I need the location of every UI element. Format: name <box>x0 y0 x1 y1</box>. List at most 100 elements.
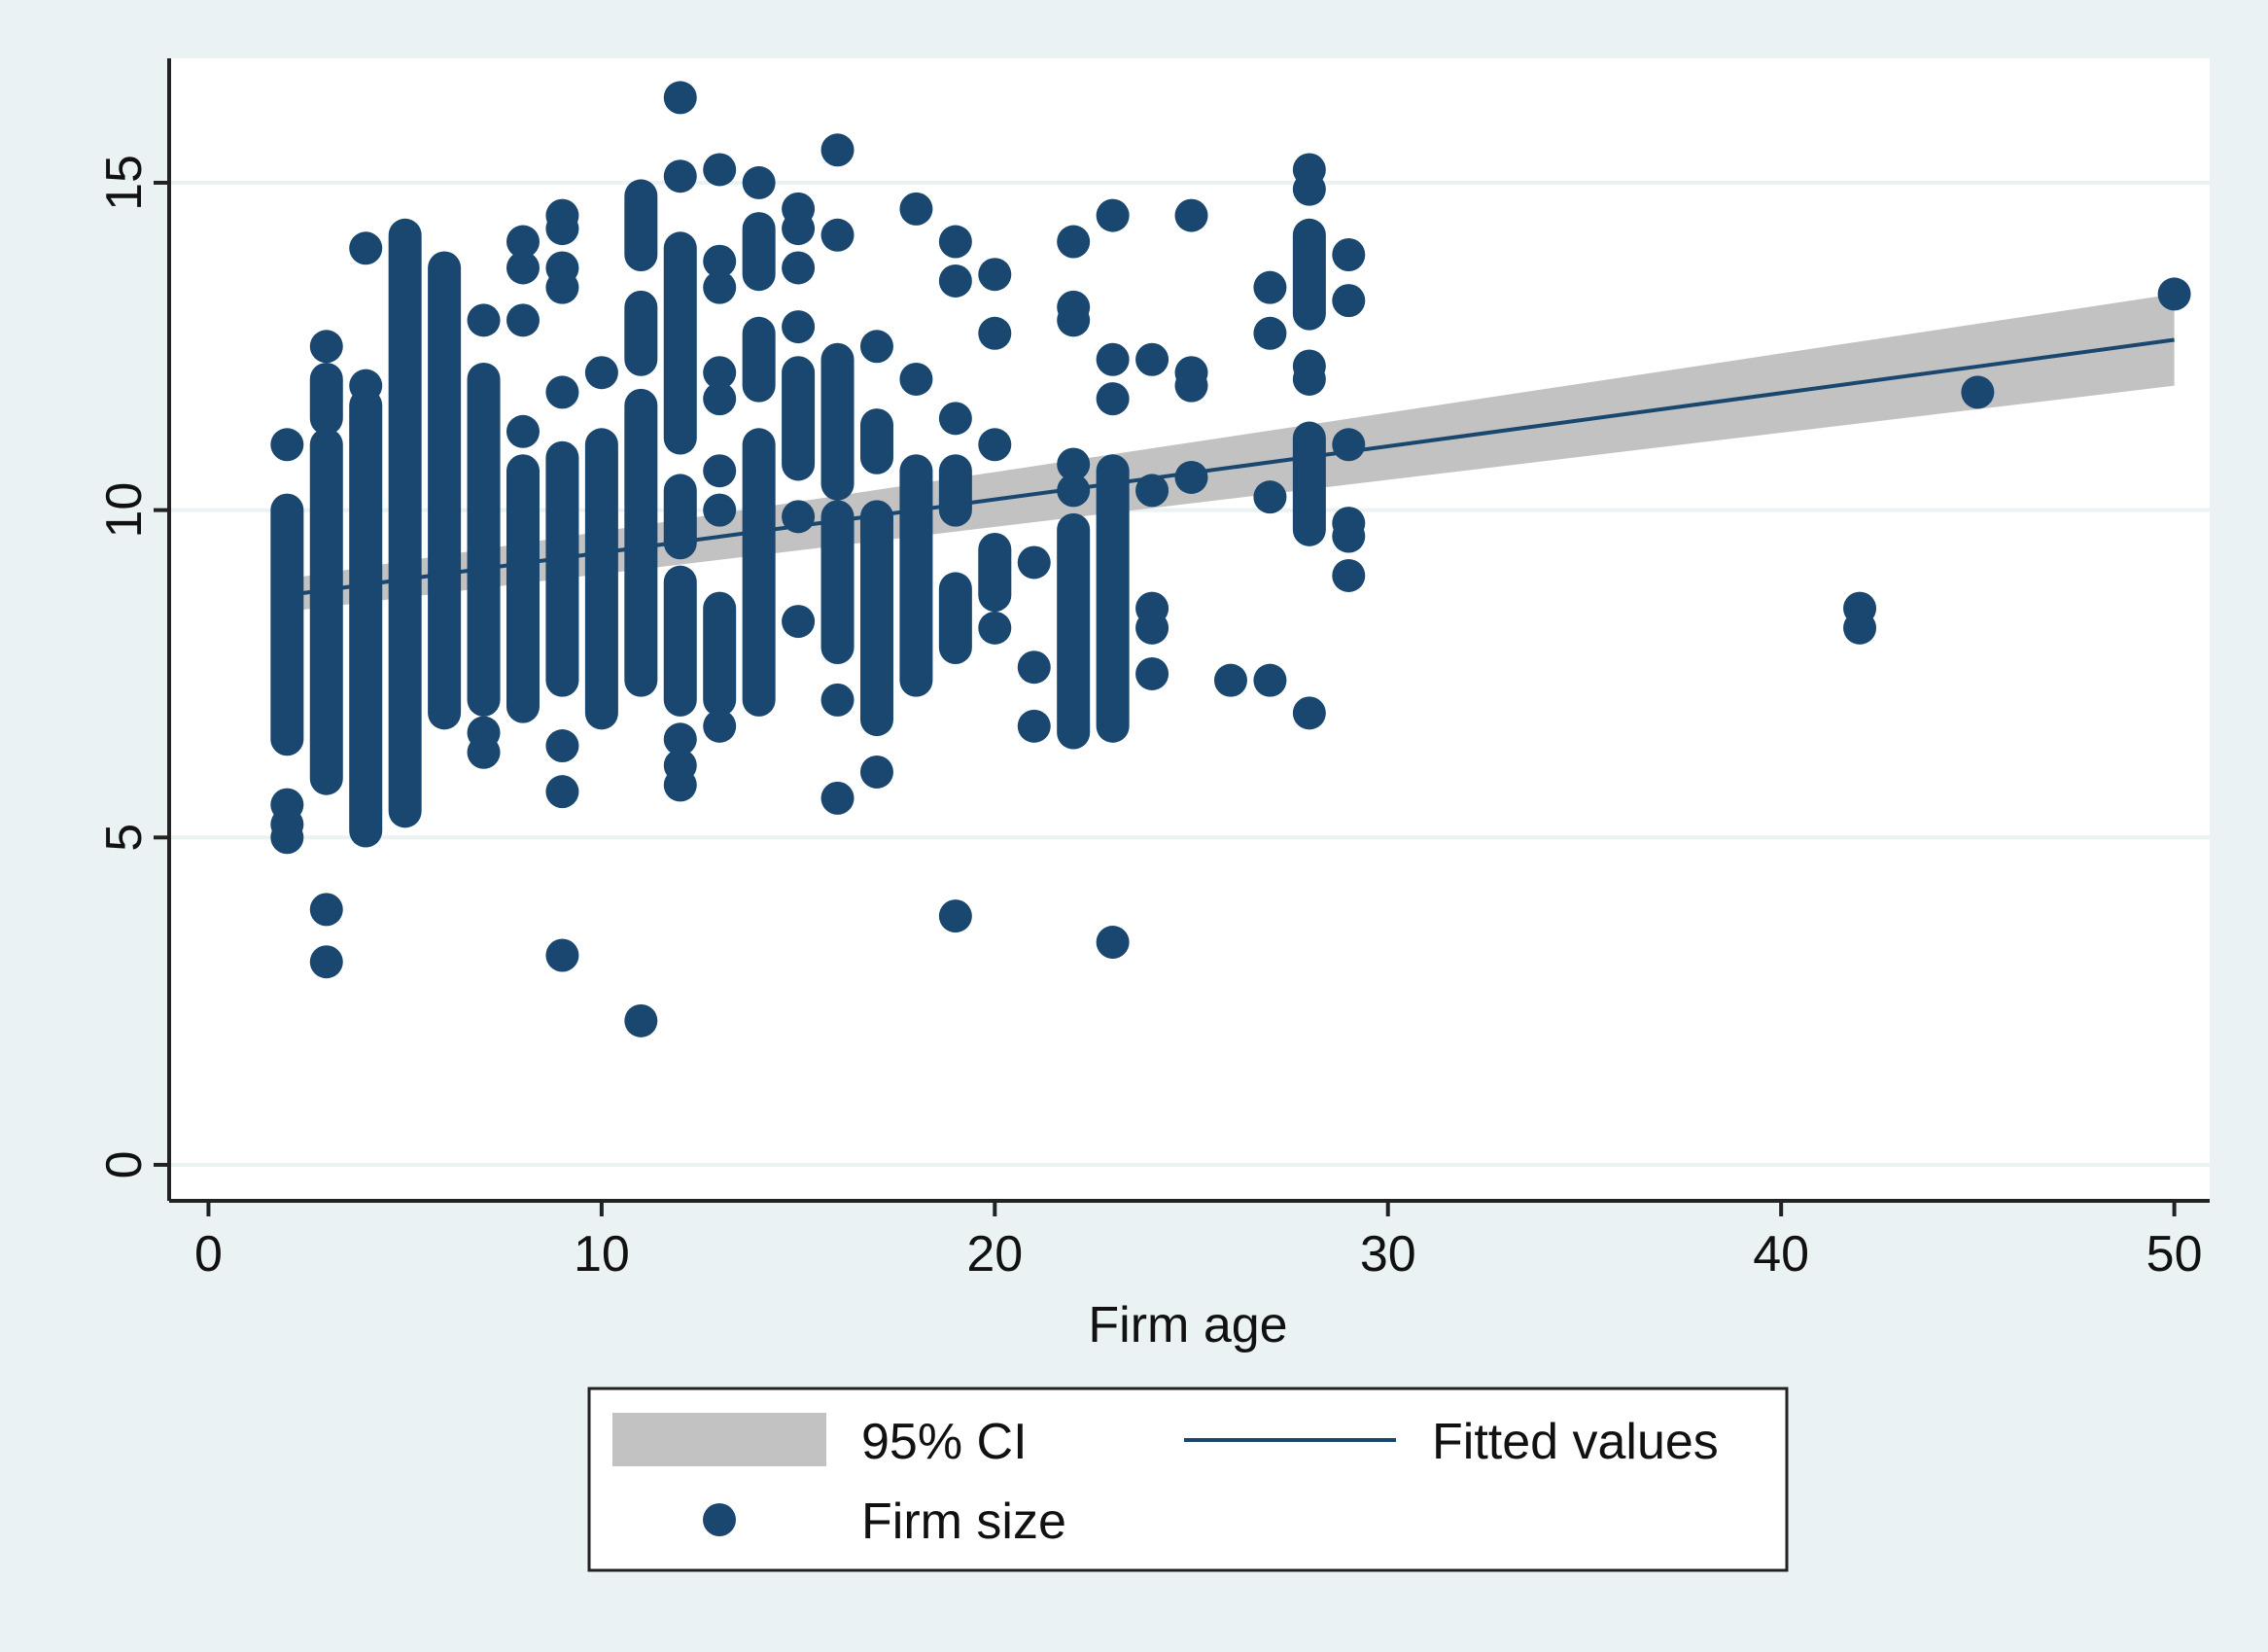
data-point <box>1253 480 1287 514</box>
data-point <box>1057 290 1091 324</box>
data-point <box>506 414 540 448</box>
data-point <box>820 218 855 252</box>
data-point <box>1017 709 1051 743</box>
data-point <box>1332 558 1366 592</box>
data-point <box>545 729 579 763</box>
data-point <box>742 165 776 199</box>
data-point <box>270 428 304 462</box>
data-point <box>1253 316 1287 350</box>
data-point <box>978 428 1012 462</box>
data-point <box>663 768 697 802</box>
data-point <box>1174 198 1208 232</box>
data-point <box>703 382 737 416</box>
data-point <box>545 198 579 232</box>
data-point <box>1332 507 1366 541</box>
data-point <box>309 945 343 979</box>
data-point <box>1213 663 1247 697</box>
data-point <box>938 264 972 298</box>
legend-label-fitted: Fitted values <box>1432 1414 1719 1470</box>
data-point <box>545 775 579 809</box>
fitted-line-layer <box>287 337 2175 598</box>
data-point <box>1843 611 1877 645</box>
data-point <box>1135 474 1169 508</box>
data-point <box>349 369 383 403</box>
grid-lines <box>169 180 2210 1167</box>
data-point <box>1096 342 1130 376</box>
data-point <box>1017 650 1051 685</box>
data-point <box>938 402 972 436</box>
data-point <box>1057 225 1091 259</box>
data-point <box>1174 356 1208 390</box>
data-point <box>467 303 501 337</box>
data-point <box>1332 428 1366 462</box>
data-point <box>782 605 816 639</box>
legend: 95% CI Fitted values Firm size <box>587 1387 1789 1572</box>
data-point <box>703 244 737 278</box>
data-point <box>2157 277 2191 311</box>
data-point <box>703 153 737 187</box>
data-point <box>703 356 737 390</box>
legend-label-firm-size: Firm size <box>861 1494 1066 1550</box>
data-point <box>1253 663 1287 697</box>
data-point <box>545 938 579 972</box>
data-point <box>1292 696 1326 730</box>
data-point <box>1961 375 1995 409</box>
data-point <box>1017 545 1051 580</box>
data-point <box>703 493 737 527</box>
data-point <box>270 821 304 855</box>
data-point <box>1135 656 1169 690</box>
data-point <box>467 735 501 769</box>
data-point <box>782 310 816 344</box>
data-point <box>545 375 579 409</box>
x-tick-label: 10 <box>574 1226 630 1283</box>
x-tick-label: 20 <box>966 1226 1023 1283</box>
data-point <box>1096 382 1130 416</box>
y-tick-label: 0 <box>96 1151 153 1179</box>
data-point <box>506 303 540 337</box>
y-axis-ticks: 0 5 10 15 <box>96 155 169 1178</box>
data-point <box>820 133 855 167</box>
data-point <box>1057 447 1091 481</box>
data-point <box>584 356 618 390</box>
data-point <box>1253 270 1287 304</box>
data-point <box>782 192 816 226</box>
y-tick-label: 10 <box>96 482 153 539</box>
data-point <box>663 722 697 756</box>
data-point <box>703 709 737 743</box>
data-point <box>820 683 855 717</box>
data-point <box>1292 153 1326 187</box>
data-point <box>1135 342 1169 376</box>
data-point <box>663 159 697 193</box>
data-point <box>938 899 972 933</box>
data-point <box>859 755 893 789</box>
scatter-points <box>270 81 2191 1037</box>
legend-swatch-ci <box>612 1413 826 1466</box>
data-point <box>309 893 343 927</box>
x-tick-label: 0 <box>194 1226 223 1283</box>
data-point <box>978 316 1012 350</box>
data-point <box>1096 926 1130 960</box>
data-point <box>703 270 737 304</box>
data-point <box>938 225 972 259</box>
data-point <box>1135 611 1169 645</box>
x-tick-label: 30 <box>1360 1226 1416 1283</box>
fitted-line <box>287 337 2175 598</box>
x-axis-title: Firm age <box>1088 1297 1287 1353</box>
data-point <box>1174 460 1208 494</box>
data-point <box>1292 349 1326 383</box>
data-point <box>899 362 933 396</box>
x-tick-label: 50 <box>2146 1226 2203 1283</box>
data-point <box>978 611 1012 645</box>
data-point <box>782 251 816 285</box>
x-tick-label: 40 <box>1753 1226 1809 1283</box>
data-point <box>1332 284 1366 318</box>
data-point <box>1332 238 1366 272</box>
data-point <box>624 1003 658 1037</box>
data-point <box>820 781 855 815</box>
data-point <box>663 81 697 115</box>
x-axis-ticks: 0 10 20 30 40 50 <box>194 1201 2203 1283</box>
axes <box>167 58 2210 1203</box>
data-point <box>1096 198 1130 232</box>
data-point <box>545 251 579 285</box>
